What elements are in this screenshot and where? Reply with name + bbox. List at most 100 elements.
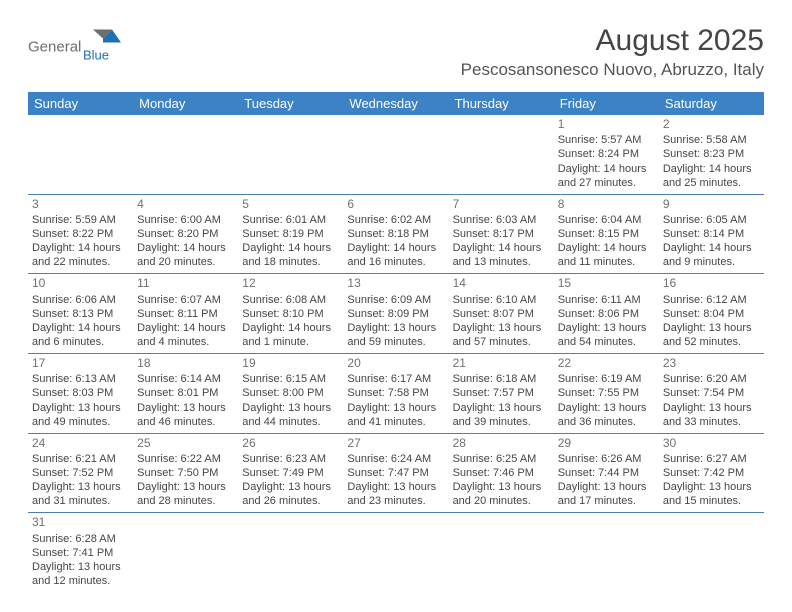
calendar-empty-cell [343, 513, 448, 592]
day-sunrise: Sunrise: 6:22 AM [137, 452, 234, 466]
day-day2: and 13 minutes. [453, 255, 550, 269]
day-day1: Daylight: 13 hours [558, 401, 655, 415]
day-sunset: Sunset: 7:41 PM [32, 546, 129, 560]
day-day2: and 36 minutes. [558, 415, 655, 429]
calendar-day-cell: 3Sunrise: 5:59 AMSunset: 8:22 PMDaylight… [28, 194, 133, 274]
calendar-day-cell: 6Sunrise: 6:02 AMSunset: 8:18 PMDaylight… [343, 194, 448, 274]
day-sunrise: Sunrise: 6:00 AM [137, 213, 234, 227]
calendar-day-cell: 15Sunrise: 6:11 AMSunset: 8:06 PMDayligh… [554, 274, 659, 354]
day-day2: and 17 minutes. [558, 494, 655, 508]
calendar-empty-cell [659, 513, 764, 592]
day-number: 28 [453, 436, 550, 451]
day-number: 7 [453, 197, 550, 212]
day-day2: and 20 minutes. [137, 255, 234, 269]
day-sunrise: Sunrise: 6:07 AM [137, 293, 234, 307]
day-number: 2 [663, 117, 760, 132]
calendar-week-row: 31Sunrise: 6:28 AMSunset: 7:41 PMDayligh… [28, 513, 764, 592]
day-day2: and 16 minutes. [347, 255, 444, 269]
day-sunrise: Sunrise: 6:06 AM [32, 293, 129, 307]
calendar-day-cell: 4Sunrise: 6:00 AMSunset: 8:20 PMDaylight… [133, 194, 238, 274]
day-sunset: Sunset: 8:18 PM [347, 227, 444, 241]
day-day2: and 44 minutes. [242, 415, 339, 429]
calendar-day-cell: 16Sunrise: 6:12 AMSunset: 8:04 PMDayligh… [659, 274, 764, 354]
day-sunset: Sunset: 7:44 PM [558, 466, 655, 480]
calendar-day-cell: 2Sunrise: 5:58 AMSunset: 8:23 PMDaylight… [659, 115, 764, 194]
day-day1: Daylight: 13 hours [558, 480, 655, 494]
header: General Blue August 2025 Pescosansonesco… [28, 24, 764, 80]
day-sunset: Sunset: 8:00 PM [242, 386, 339, 400]
calendar-day-cell: 5Sunrise: 6:01 AMSunset: 8:19 PMDaylight… [238, 194, 343, 274]
day-day1: Daylight: 13 hours [347, 321, 444, 335]
day-number: 26 [242, 436, 339, 451]
day-day2: and 15 minutes. [663, 494, 760, 508]
calendar-day-cell: 29Sunrise: 6:26 AMSunset: 7:44 PMDayligh… [554, 433, 659, 513]
calendar-day-cell: 17Sunrise: 6:13 AMSunset: 8:03 PMDayligh… [28, 354, 133, 434]
day-sunset: Sunset: 8:04 PM [663, 307, 760, 321]
calendar-empty-cell [133, 115, 238, 194]
brand-logo: General Blue [28, 24, 128, 64]
day-sunset: Sunset: 7:57 PM [453, 386, 550, 400]
day-sunrise: Sunrise: 6:10 AM [453, 293, 550, 307]
calendar-week-row: 10Sunrise: 6:06 AMSunset: 8:13 PMDayligh… [28, 274, 764, 354]
calendar-day-cell: 18Sunrise: 6:14 AMSunset: 8:01 PMDayligh… [133, 354, 238, 434]
day-sunset: Sunset: 7:49 PM [242, 466, 339, 480]
calendar-day-cell: 7Sunrise: 6:03 AMSunset: 8:17 PMDaylight… [449, 194, 554, 274]
day-day1: Daylight: 14 hours [242, 241, 339, 255]
dow-wednesday: Wednesday [343, 92, 448, 115]
brand-text-blue: Blue [83, 48, 109, 63]
day-sunrise: Sunrise: 6:24 AM [347, 452, 444, 466]
day-day2: and 22 minutes. [32, 255, 129, 269]
day-sunrise: Sunrise: 6:08 AM [242, 293, 339, 307]
day-day1: Daylight: 14 hours [137, 321, 234, 335]
day-day1: Daylight: 14 hours [558, 241, 655, 255]
day-sunrise: Sunrise: 6:19 AM [558, 372, 655, 386]
day-day1: Daylight: 13 hours [32, 401, 129, 415]
day-sunset: Sunset: 7:47 PM [347, 466, 444, 480]
day-day1: Daylight: 14 hours [32, 241, 129, 255]
day-day2: and 39 minutes. [453, 415, 550, 429]
calendar-day-cell: 24Sunrise: 6:21 AMSunset: 7:52 PMDayligh… [28, 433, 133, 513]
day-sunset: Sunset: 7:58 PM [347, 386, 444, 400]
day-day2: and 25 minutes. [663, 176, 760, 190]
calendar-week-row: 24Sunrise: 6:21 AMSunset: 7:52 PMDayligh… [28, 433, 764, 513]
day-sunset: Sunset: 7:52 PM [32, 466, 129, 480]
calendar-week-row: 17Sunrise: 6:13 AMSunset: 8:03 PMDayligh… [28, 354, 764, 434]
day-day1: Daylight: 13 hours [663, 321, 760, 335]
day-number: 9 [663, 197, 760, 212]
dow-monday: Monday [133, 92, 238, 115]
day-day2: and 12 minutes. [32, 574, 129, 588]
day-day1: Daylight: 13 hours [558, 321, 655, 335]
day-day2: and 41 minutes. [347, 415, 444, 429]
calendar-week-row: 3Sunrise: 5:59 AMSunset: 8:22 PMDaylight… [28, 194, 764, 274]
day-day1: Daylight: 14 hours [32, 321, 129, 335]
calendar-day-cell: 11Sunrise: 6:07 AMSunset: 8:11 PMDayligh… [133, 274, 238, 354]
day-day1: Daylight: 14 hours [663, 241, 760, 255]
day-number: 30 [663, 436, 760, 451]
day-number: 11 [137, 276, 234, 291]
day-sunrise: Sunrise: 6:02 AM [347, 213, 444, 227]
day-number: 24 [32, 436, 129, 451]
day-day1: Daylight: 13 hours [32, 560, 129, 574]
day-day1: Daylight: 13 hours [242, 401, 339, 415]
calendar-day-cell: 19Sunrise: 6:15 AMSunset: 8:00 PMDayligh… [238, 354, 343, 434]
day-sunrise: Sunrise: 6:25 AM [453, 452, 550, 466]
day-sunset: Sunset: 8:14 PM [663, 227, 760, 241]
day-day1: Daylight: 14 hours [347, 241, 444, 255]
day-sunset: Sunset: 8:17 PM [453, 227, 550, 241]
day-day2: and 4 minutes. [137, 335, 234, 349]
dow-tuesday: Tuesday [238, 92, 343, 115]
day-day1: Daylight: 13 hours [137, 401, 234, 415]
calendar-day-cell: 23Sunrise: 6:20 AMSunset: 7:54 PMDayligh… [659, 354, 764, 434]
day-sunset: Sunset: 7:42 PM [663, 466, 760, 480]
dow-saturday: Saturday [659, 92, 764, 115]
day-sunset: Sunset: 7:54 PM [663, 386, 760, 400]
day-number: 12 [242, 276, 339, 291]
day-number: 14 [453, 276, 550, 291]
day-day1: Daylight: 13 hours [453, 480, 550, 494]
day-sunset: Sunset: 7:46 PM [453, 466, 550, 480]
day-number: 25 [137, 436, 234, 451]
day-day1: Daylight: 14 hours [558, 162, 655, 176]
day-day2: and 26 minutes. [242, 494, 339, 508]
calendar-day-cell: 27Sunrise: 6:24 AMSunset: 7:47 PMDayligh… [343, 433, 448, 513]
day-day2: and 23 minutes. [347, 494, 444, 508]
